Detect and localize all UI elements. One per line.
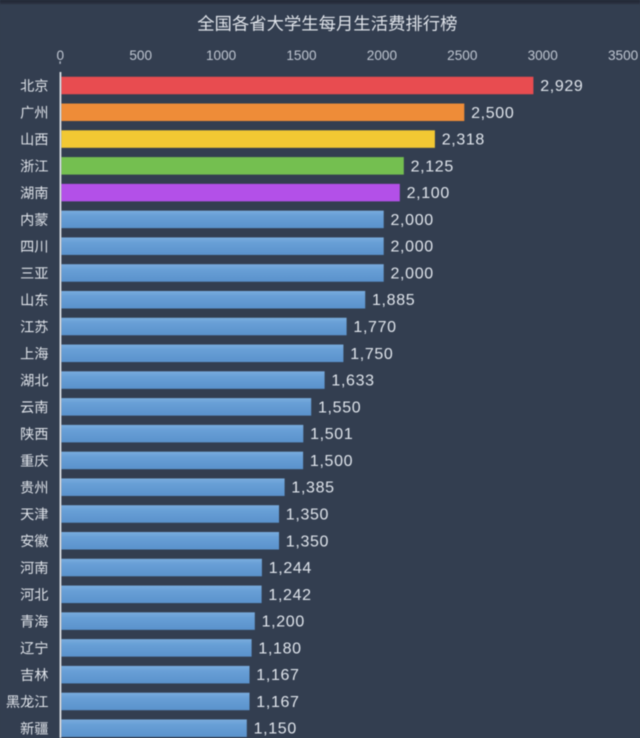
svg-text:1,633: 1,633 [331, 373, 374, 390]
svg-text:2,100: 2,100 [407, 185, 450, 202]
svg-text:2,318: 2,318 [442, 132, 485, 149]
svg-text:1,167: 1,167 [256, 694, 299, 711]
svg-text:1,180: 1,180 [258, 640, 301, 657]
svg-text:500: 500 [129, 48, 152, 63]
svg-text:1,770: 1,770 [353, 319, 396, 336]
svg-text:1,200: 1,200 [262, 614, 305, 631]
svg-text:0: 0 [57, 48, 65, 63]
svg-text:1,350: 1,350 [286, 506, 329, 523]
svg-text:2,929: 2,929 [540, 78, 583, 95]
svg-text:1,550: 1,550 [318, 399, 361, 416]
svg-text:1,750: 1,750 [350, 346, 393, 363]
svg-text:3500: 3500 [608, 48, 639, 63]
svg-text:2,125: 2,125 [411, 158, 454, 175]
svg-text:1000: 1000 [206, 48, 237, 63]
svg-text:1500: 1500 [286, 48, 317, 63]
svg-text:1,885: 1,885 [372, 292, 415, 309]
svg-text:2,000: 2,000 [391, 212, 434, 229]
svg-text:1,244: 1,244 [269, 560, 312, 577]
svg-text:1,242: 1,242 [268, 587, 311, 604]
svg-text:1,500: 1,500 [310, 453, 353, 470]
svg-text:2,000: 2,000 [391, 265, 434, 282]
svg-text:3000: 3000 [528, 48, 559, 63]
svg-text:1,167: 1,167 [256, 667, 299, 684]
svg-text:1,501: 1,501 [310, 426, 353, 443]
svg-text:2000: 2000 [367, 48, 398, 63]
svg-text:2500: 2500 [447, 48, 478, 63]
svg-text:1,350: 1,350 [286, 533, 329, 550]
svg-text:2,500: 2,500 [471, 105, 514, 122]
svg-text:1,150: 1,150 [254, 721, 297, 738]
svg-text:2,000: 2,000 [391, 239, 434, 256]
svg-text:1,385: 1,385 [291, 480, 334, 497]
